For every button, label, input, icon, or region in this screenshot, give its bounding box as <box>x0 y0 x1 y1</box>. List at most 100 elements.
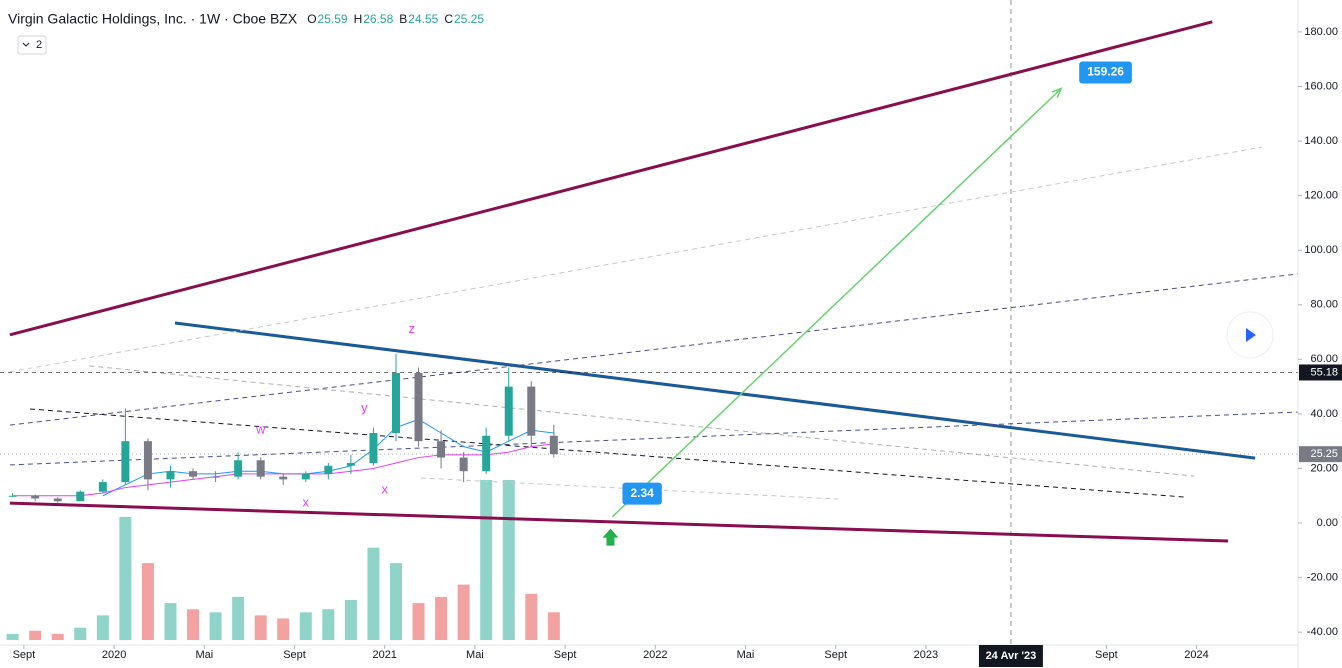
trend-line <box>9 273 1299 426</box>
candle-body <box>8 495 17 497</box>
candle-body <box>459 457 468 472</box>
toggle-box[interactable] <box>17 35 47 55</box>
price-tag-label: 55.18 <box>1310 366 1338 378</box>
candle-body <box>324 465 333 474</box>
play-icon[interactable] <box>1246 328 1256 342</box>
volume-bar <box>480 480 493 640</box>
ohlc-value: 24.55 <box>408 12 438 26</box>
toggle-chevron[interactable] <box>22 42 30 47</box>
price-tag <box>1299 446 1342 463</box>
ohlc-label: C <box>444 12 453 26</box>
wave-label: w <box>255 422 266 437</box>
x-tick-label: Mai <box>737 649 755 661</box>
x-tick-label: Sept <box>283 649 306 661</box>
ohlc-value: 25.25 <box>454 12 484 26</box>
volume-bar <box>367 547 380 640</box>
play-button[interactable] <box>1226 311 1274 359</box>
ohlc-label: B <box>399 12 407 26</box>
volume-bar <box>209 612 222 640</box>
candle-body <box>482 435 491 472</box>
x-tick-label: 2024 <box>1184 649 1208 661</box>
projection-label: 2.34 <box>630 486 654 500</box>
volume-bar <box>502 480 515 640</box>
wave-label: x <box>381 482 388 497</box>
volume-bar <box>119 516 132 640</box>
x-tick-label: Sept <box>1095 649 1118 661</box>
trend-line <box>9 20 1213 337</box>
candle-body <box>76 491 85 502</box>
y-tick-label: -40.00 <box>1307 626 1338 638</box>
y-tick-label: 140.00 <box>1304 135 1338 147</box>
y-tick-label: 160.00 <box>1304 80 1338 92</box>
trend-line <box>29 408 1186 498</box>
x-tick-label: Sept <box>554 649 577 661</box>
x-tick-label: 2022 <box>643 649 667 661</box>
volume-bar <box>6 633 19 640</box>
ohlc-label: O <box>307 12 316 26</box>
indicator-toggle[interactable]: 2 <box>17 35 47 55</box>
y-tick-label: 180.00 <box>1304 26 1338 38</box>
candle-body <box>414 372 423 442</box>
projection-line <box>611 87 1062 518</box>
volume-bar <box>277 618 290 640</box>
candle-body <box>504 386 513 436</box>
candle-body <box>143 441 152 480</box>
candle-body <box>211 476 220 478</box>
wave-label: z <box>409 321 416 336</box>
volume-bar <box>525 593 538 640</box>
candle-body <box>346 463 355 466</box>
volume-bar <box>457 584 470 640</box>
candle-body <box>527 386 536 436</box>
y-tick-label: 60.00 <box>1310 353 1338 365</box>
wave-label: y <box>361 400 368 415</box>
projection-arrowhead <box>1051 87 1063 98</box>
volume-bar <box>187 609 200 640</box>
projection-label-box <box>1079 61 1132 84</box>
volume-bar <box>232 596 245 640</box>
candle-body <box>31 495 40 499</box>
plot-area: w x x y z 2.34 159.26 <box>0 0 1299 645</box>
candle-body <box>166 471 175 480</box>
wave-label: x <box>303 495 310 510</box>
volume-bar <box>29 630 42 640</box>
x-tick-label: Mai <box>195 649 213 661</box>
volume-bar <box>254 615 267 640</box>
x-tick-label: Sept <box>13 649 36 661</box>
price-tag-label: 25.25 <box>1310 448 1338 460</box>
candle-body <box>279 476 288 480</box>
projection-label: 159.26 <box>1087 65 1124 79</box>
projection-label-box <box>622 482 662 505</box>
volume-bar <box>322 609 335 640</box>
volume-bar <box>96 615 109 640</box>
ohlc-value: 26.58 <box>363 12 393 26</box>
up-arrow-icon <box>602 528 619 546</box>
ohlc-value: 25.59 <box>318 12 348 26</box>
x-tick-label: 2020 <box>102 649 126 661</box>
price-tag <box>1299 364 1342 381</box>
y-tick-label: 0.00 <box>1317 517 1338 529</box>
y-tick-label: 120.00 <box>1304 190 1338 202</box>
volume-bar <box>141 563 154 640</box>
y-tick-label: 20.00 <box>1310 462 1338 474</box>
y-tick-label: 100.00 <box>1304 244 1338 256</box>
y-tick-label: 80.00 <box>1310 299 1338 311</box>
candle-body <box>391 372 400 434</box>
cursor-label: 24 Avr '23 <box>986 650 1037 662</box>
volume-bar <box>74 627 87 640</box>
candle-body <box>98 482 107 492</box>
x-tick-label: Sept <box>824 649 847 661</box>
volume-bar <box>547 612 560 640</box>
candle-body <box>189 471 198 477</box>
candle-body <box>234 460 243 477</box>
volume-bar <box>389 563 402 640</box>
trend-line <box>174 321 1256 460</box>
toggle-count[interactable]: 2 <box>36 39 42 51</box>
chart-title: Virgin Galactic Holdings, Inc. · 1W · Cb… <box>8 11 298 27</box>
cursor-tag <box>978 645 1043 667</box>
volume-bar <box>412 603 425 640</box>
x-tick-label: Mai <box>466 649 484 661</box>
candle-body <box>256 460 265 477</box>
candle-body <box>301 473 310 480</box>
